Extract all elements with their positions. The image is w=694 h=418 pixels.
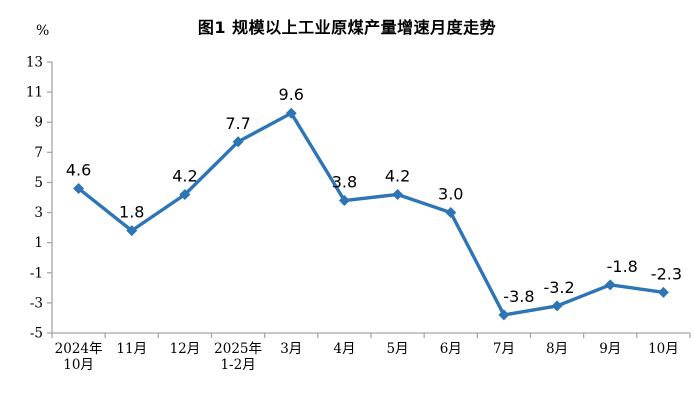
data-point-label: 3.8 xyxy=(332,173,357,192)
data-point-marker xyxy=(551,300,563,312)
data-point-label: 4.2 xyxy=(172,166,197,185)
y-axis-tick-label: -5 xyxy=(30,326,43,342)
data-point-label: 7.7 xyxy=(225,114,250,133)
x-axis-category-label: 2025年 1-2月 xyxy=(214,341,262,373)
data-point-label: 4.6 xyxy=(66,160,91,179)
data-point-marker xyxy=(232,136,244,148)
x-axis-category-label: 10月 xyxy=(648,341,679,357)
x-axis-category-label: 11月 xyxy=(116,341,147,357)
x-axis-category-label: 6月 xyxy=(440,341,462,357)
y-axis-tick-label: -3 xyxy=(30,295,43,311)
x-axis-category-label: 9月 xyxy=(599,341,621,357)
y-axis-tick-label: 9 xyxy=(34,115,43,131)
y-axis-tick-label: -1 xyxy=(30,265,43,281)
data-point-marker xyxy=(338,195,350,207)
data-point-label: 1.8 xyxy=(119,203,144,222)
data-line xyxy=(76,111,666,317)
data-point-marker xyxy=(285,107,297,119)
x-axis-category-label: 7月 xyxy=(493,341,515,357)
data-point-marker xyxy=(498,309,510,321)
x-axis-category-label: 3月 xyxy=(280,341,302,357)
y-axis-tick-label: 13 xyxy=(26,55,43,71)
x-axis-category-label: 2024年 10月 xyxy=(55,341,103,373)
data-point-marker xyxy=(657,286,669,298)
y-axis-tick-label: 1 xyxy=(34,235,43,251)
y-axis-unit-label: % xyxy=(36,23,50,39)
data-point-label: -3.8 xyxy=(503,287,534,306)
x-axis-category-label: 12月 xyxy=(170,341,201,357)
y-axis-tick-label: 7 xyxy=(34,145,43,161)
data-point-label: 3.0 xyxy=(438,185,463,204)
chart-title: 图1 规模以上工业原煤产量增速月度走势 xyxy=(197,18,497,37)
x-axis-category-label: 4月 xyxy=(333,341,355,357)
y-axis-tick-label: 3 xyxy=(34,205,43,221)
data-point-marker xyxy=(179,188,191,200)
data-point-label: -1.8 xyxy=(607,257,638,276)
data-point-marker xyxy=(73,182,85,194)
data-point-label: 9.6 xyxy=(279,85,304,104)
x-axis-category-label: 8月 xyxy=(546,341,568,357)
data-point-marker xyxy=(604,279,616,291)
y-axis-tick-label: 5 xyxy=(34,175,43,191)
data-point-label: -3.2 xyxy=(543,278,574,297)
x-axis-category-label: 5月 xyxy=(387,341,409,357)
data-point-marker xyxy=(445,207,457,219)
y-axis-tick-label: 11 xyxy=(26,85,43,101)
data-point-label: -2.3 xyxy=(651,264,682,283)
data-point-label: 4.2 xyxy=(385,166,410,185)
data-point-marker xyxy=(392,188,404,200)
data-point-marker xyxy=(126,225,138,237)
